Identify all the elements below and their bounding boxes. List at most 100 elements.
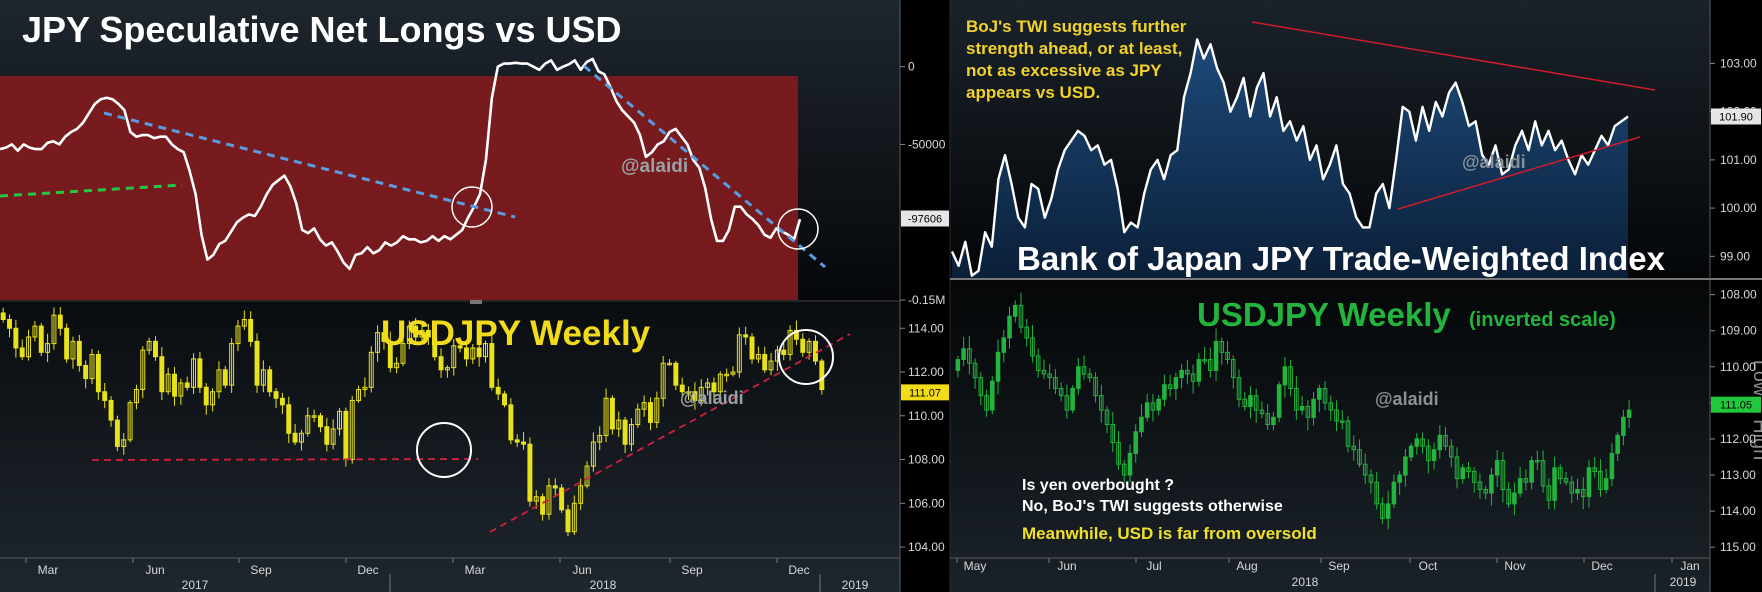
- candle-body: [628, 424, 634, 445]
- y-tick-label: 112.00: [1720, 432, 1756, 446]
- x-tick-label: Jun: [145, 563, 164, 577]
- candle-body: [337, 410, 342, 430]
- candle-body: [711, 382, 717, 393]
- candle-body: [660, 362, 666, 399]
- candle-body: [1162, 384, 1167, 400]
- candle-body: [57, 314, 63, 329]
- candle-body: [432, 336, 438, 358]
- candle-body: [584, 465, 590, 487]
- candle-body: [1093, 377, 1098, 397]
- candle-body: [286, 404, 292, 434]
- candle-body: [717, 373, 723, 393]
- candle-body: [1087, 373, 1093, 379]
- left-price-axis: [900, 0, 950, 592]
- candle-body: [1626, 409, 1632, 418]
- support-line: [0, 183, 183, 198]
- x-tick-label: Nov: [1504, 559, 1525, 573]
- candle-body: [1351, 445, 1357, 451]
- twi-annotation: BoJ's TWI suggests further strength ahea…: [966, 17, 1191, 102]
- candle-body: [1156, 398, 1161, 411]
- inverted-scale-label: (inverted scale): [1469, 309, 1616, 331]
- candle-body: [172, 373, 177, 397]
- x-tick-label: Jun: [572, 563, 591, 577]
- candle-body: [203, 386, 209, 406]
- boj-answer: No, BoJ's TWI suggests otherwise: [1022, 498, 1283, 515]
- candle-body: [267, 369, 273, 393]
- candle-body: [260, 369, 266, 386]
- last-value-badge: [901, 384, 949, 401]
- overbought-question: Is yen overbought ?: [1022, 477, 1174, 494]
- candle-body: [1512, 492, 1517, 505]
- candle-body: [1253, 395, 1259, 411]
- x-tick-label: Oct: [1419, 559, 1438, 573]
- candle-body: [356, 389, 362, 401]
- x-tick-label: May: [964, 559, 987, 573]
- y-tick-label: 99.00: [1720, 249, 1750, 263]
- candle-body: [1586, 467, 1592, 498]
- x-tick-label: Sep: [1328, 559, 1350, 573]
- candle-body: [995, 351, 1001, 382]
- candle-body: [1099, 395, 1104, 411]
- candle-body: [191, 358, 197, 388]
- candle-body: [1552, 467, 1557, 501]
- candle-body: [1598, 470, 1603, 490]
- candle-body: [1523, 478, 1529, 483]
- splitter-handle[interactable]: [470, 298, 482, 304]
- usdjpy-inverted-date-axis: May Jun Jul Aug Sep Oct Nov Dec Jan 2018 2019: [956, 558, 1700, 592]
- y-tick-label: 0: [908, 60, 915, 74]
- candle-body: [768, 360, 774, 371]
- candle-body: [254, 340, 260, 386]
- candle-body: [1380, 503, 1385, 519]
- downtrend-line: [103, 111, 516, 219]
- candle-body: [692, 391, 698, 401]
- candle-body: [521, 441, 527, 445]
- candle-body: [413, 325, 419, 338]
- y-tick-label: 113.00: [1720, 468, 1756, 482]
- candle-body: [616, 419, 622, 430]
- candle-body: [679, 384, 685, 393]
- y-tick-label: 104.00: [908, 540, 945, 554]
- candle-body: [457, 345, 463, 349]
- candle-body: [1196, 359, 1202, 382]
- candle-body: [743, 334, 749, 338]
- candle-body: [654, 397, 660, 423]
- y-tick-label: 106.00: [908, 496, 945, 510]
- watermark: @alaidi: [680, 388, 744, 408]
- candle-body: [229, 343, 235, 386]
- y-tick-label: -50000: [908, 137, 946, 151]
- candle-body: [279, 397, 285, 406]
- candle-body: [483, 343, 488, 358]
- candle-body: [476, 347, 482, 358]
- y-tick-label: 112.00: [908, 365, 944, 379]
- candle-body: [159, 356, 165, 393]
- candle-body: [1426, 445, 1431, 462]
- candle-body: [375, 332, 381, 353]
- usdjpy-date-axis: Mar Jun Sep Dec Mar Jun Sep Dec 2017 2018 2019: [25, 558, 869, 592]
- candle-body: [133, 389, 139, 404]
- candle-body: [70, 340, 76, 360]
- candle-body: [165, 373, 171, 393]
- last-value-label: 111.07: [909, 387, 941, 399]
- candle-body: [1259, 409, 1265, 415]
- candle-body: [1500, 460, 1506, 490]
- candle-body: [1454, 456, 1460, 480]
- candle-body: [64, 327, 70, 360]
- x-tick-label: Mar: [465, 563, 486, 577]
- candle-body: [559, 487, 565, 511]
- twi-series: [950, 38, 1629, 278]
- candle-body: [819, 360, 825, 391]
- candle-body: [1540, 460, 1546, 487]
- candle-body: [197, 358, 203, 388]
- candle-body: [1282, 366, 1288, 386]
- candle-body: [222, 369, 228, 386]
- candle-body: [1076, 366, 1081, 389]
- candle-body: [108, 399, 114, 421]
- candle-body: [45, 343, 51, 353]
- usdjpy-inverted-axis: 108.00109.00110.00111.00112.00113.00114.…: [1710, 288, 1761, 554]
- candle-body: [1173, 377, 1179, 389]
- candle-body: [1334, 409, 1339, 422]
- candle-body: [622, 419, 628, 445]
- candle-body: [762, 354, 768, 371]
- candle-body: [114, 419, 120, 447]
- candle-body: [1311, 398, 1316, 418]
